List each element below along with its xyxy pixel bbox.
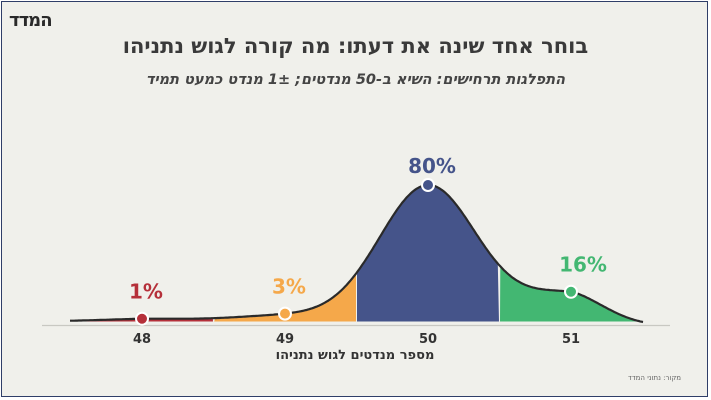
chart-title: בוחר אחד שינה את דעתו: מה קורה לגוש נתני… bbox=[122, 34, 589, 58]
tick-label-50: 50 bbox=[419, 332, 437, 347]
point-50 bbox=[421, 177, 435, 192]
point-51 bbox=[564, 284, 578, 299]
chart-subtitle: התפלגות תרחישים: השיא ב-50 מנדטים; 1± מנ… bbox=[145, 72, 566, 88]
tick-label-51: 51 bbox=[562, 332, 580, 347]
x-axis-label: מספר מנדטים לגוש נתניהו bbox=[276, 348, 435, 363]
source-note: מקור: נתוני המדד bbox=[628, 374, 682, 382]
tick-label-48: 48 bbox=[133, 332, 151, 347]
logo-text: המדד bbox=[9, 10, 53, 31]
data-marks: 1% 3% 80% 16% bbox=[129, 154, 607, 326]
region-50 bbox=[356, 184, 501, 323]
tick-label-49: 49 bbox=[276, 332, 294, 347]
point-48 bbox=[135, 311, 149, 326]
data-label-48: 1% bbox=[129, 280, 163, 304]
data-label-50: 80% bbox=[408, 154, 456, 178]
x-axis-ticks: 48 49 50 51 bbox=[133, 332, 580, 347]
data-label-49: 3% bbox=[272, 275, 306, 299]
data-label-51: 16% bbox=[559, 253, 607, 277]
point-49 bbox=[278, 306, 292, 321]
density-curve bbox=[70, 183, 644, 324]
brand-logo: המדד bbox=[9, 10, 53, 31]
